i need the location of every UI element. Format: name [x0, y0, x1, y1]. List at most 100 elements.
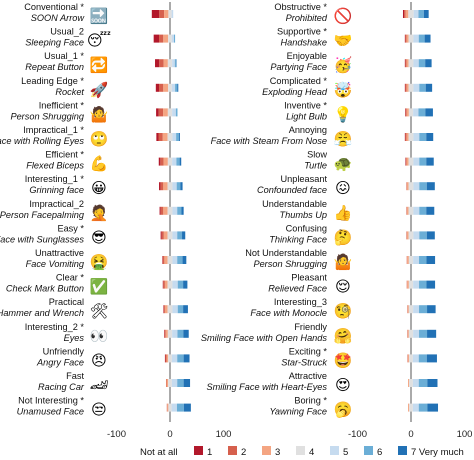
bar-segment	[167, 206, 173, 215]
item-word: Friendly	[294, 322, 327, 332]
item-emoji-name: Thinking Face	[269, 234, 327, 244]
bar-segment	[164, 10, 169, 18]
bar-segment	[419, 305, 428, 314]
item-word: Impractical_2	[29, 199, 84, 209]
bar-segment	[406, 108, 409, 117]
bar-segment	[404, 59, 406, 68]
bar-segment	[425, 108, 433, 117]
bar-segment	[163, 83, 169, 92]
item-word: Interesting_2 *	[25, 322, 85, 332]
bar-segment	[405, 157, 406, 166]
item-emoji-name: Partying Face	[270, 62, 327, 72]
bar-segment	[412, 403, 419, 412]
x-tick-label: -100	[107, 429, 126, 440]
bar-segment	[413, 59, 419, 68]
item-word: Inefficient *	[39, 100, 85, 110]
bar-segment	[405, 34, 407, 43]
legend-label: 1	[207, 447, 212, 458]
bar-segment	[408, 231, 414, 240]
item-word: Interesting_1 *	[25, 174, 85, 184]
item-word: Obstructive *	[274, 2, 327, 12]
bar-segment	[159, 34, 164, 43]
item-word: Clear *	[56, 273, 85, 283]
bar-segment	[406, 182, 407, 191]
bar-segment	[425, 83, 433, 92]
item-emoji-name: Face with Monocle	[250, 308, 327, 318]
bar-segment	[167, 157, 173, 166]
bar-segment	[167, 133, 173, 141]
bar-segment	[406, 83, 409, 92]
bar-segment	[413, 83, 420, 92]
item-emoji-name: Hammer and Wrench	[0, 308, 84, 318]
emoji-icon: 👍	[334, 204, 353, 222]
bar-segment	[171, 379, 178, 387]
bar-segment	[408, 157, 414, 166]
bar-segment	[176, 182, 181, 191]
bar-segment	[165, 329, 168, 338]
bar-segment	[171, 34, 175, 43]
item-emoji-name: Repeat Button	[25, 62, 84, 72]
bar-segment	[406, 280, 408, 289]
bar-segment	[159, 10, 165, 18]
emoji-icon: 🤯	[334, 81, 353, 99]
bar-segment	[167, 256, 173, 264]
item-emoji-name: Person Facepalming	[0, 210, 85, 220]
bar-segment	[171, 83, 176, 92]
bar-segment	[406, 206, 409, 215]
item-emoji-name: Yawning Face	[269, 407, 327, 417]
item-word: Pleasant	[291, 273, 327, 283]
bar-segment	[408, 133, 414, 141]
item-word: Usual_2	[50, 27, 84, 37]
item-emoji-name: Light Bulb	[286, 111, 327, 121]
bar-segment	[166, 379, 169, 387]
item-emoji-name: Smiling Face with Sunglasses	[0, 234, 84, 244]
item-emoji-name: Thumbs Up	[280, 210, 328, 220]
bar-segment	[407, 280, 409, 289]
bar-segment	[167, 329, 173, 338]
emoji-icon: 🔜	[90, 7, 109, 25]
emoji-icon: 😤	[334, 130, 353, 148]
bar-segment	[164, 256, 168, 264]
item-word: Understandable	[262, 199, 327, 209]
item-emoji-name: Unamused Face	[17, 407, 84, 417]
legend-label: 2	[241, 447, 246, 458]
bar-segment	[168, 10, 172, 18]
bar-segment	[427, 329, 437, 338]
x-tick-label: 0	[408, 429, 413, 440]
legend-swatch	[262, 446, 271, 455]
emoji-icon: 🚫	[334, 7, 353, 25]
item-word: Unfriendly	[43, 346, 85, 356]
bar-segment	[418, 403, 428, 412]
bar-segment	[164, 305, 168, 314]
bar-segment	[177, 305, 184, 314]
bar-segment	[408, 403, 410, 412]
bar-segment	[183, 280, 188, 289]
bar-segment	[418, 59, 426, 68]
item-emoji-name: Smiling Face with Open Hands	[201, 333, 328, 343]
bar-segment	[402, 10, 405, 18]
bar-segment	[171, 10, 174, 18]
bar-segment	[419, 280, 427, 289]
item-word: Unpleasant	[281, 174, 328, 184]
bar-segment	[407, 305, 409, 314]
emoji-icon: 😒	[91, 401, 107, 419]
item-emoji-name: Face with Steam From Nose	[211, 136, 327, 146]
bar-segment	[180, 182, 183, 191]
bar-segment	[167, 231, 173, 240]
bar-segment	[405, 108, 407, 117]
bar-segment	[168, 403, 172, 412]
item-emoji-name: Grinning face	[29, 185, 84, 195]
bar-segment	[413, 133, 420, 141]
bar-segment	[419, 133, 427, 141]
bar-segment	[405, 133, 407, 141]
bar-segment	[413, 108, 419, 117]
bar-segment	[413, 206, 420, 215]
emoji-icon: 🥱	[334, 401, 353, 419]
emoji-icon: 😖	[335, 179, 351, 197]
bar-segment	[167, 108, 173, 117]
item-emoji-name: Angry Face	[36, 357, 84, 367]
item-emoji-name: Relieved Face	[268, 284, 327, 294]
bar-segment	[408, 379, 410, 387]
bar-segment	[425, 59, 432, 68]
